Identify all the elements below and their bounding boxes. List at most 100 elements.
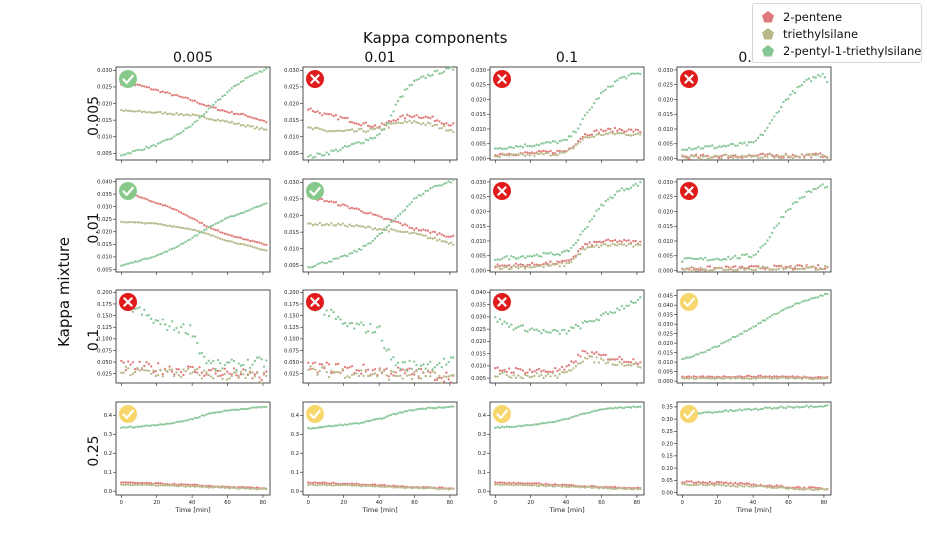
data-point [440, 377, 443, 380]
data-point [369, 226, 372, 229]
data-point [604, 129, 607, 132]
data-point [216, 221, 220, 225]
data-point [757, 250, 760, 253]
data-point [734, 409, 737, 412]
data-point [715, 345, 718, 348]
data-point [253, 117, 256, 120]
data-point [369, 211, 372, 214]
data-point [189, 485, 192, 488]
data-point [551, 329, 554, 332]
x-tick-label: 60 [224, 500, 231, 506]
data-point [260, 378, 263, 381]
data-point [784, 98, 788, 101]
data-point [253, 359, 256, 363]
data-point [438, 127, 441, 130]
data-point [692, 147, 695, 151]
data-point [442, 125, 446, 128]
data-point [325, 130, 328, 133]
data-point [196, 234, 199, 237]
y-tick-label: 0.150 [284, 313, 299, 319]
y-tick-label: 0.030 [471, 180, 486, 186]
data-point [588, 241, 591, 244]
data-point [697, 257, 700, 261]
data-point [350, 251, 354, 255]
data-point [517, 153, 520, 156]
data-point [560, 370, 564, 374]
data-point [189, 483, 192, 487]
data-point [262, 119, 266, 122]
data-point [816, 268, 820, 271]
data-point [161, 204, 164, 207]
data-point [360, 369, 363, 372]
data-point [242, 487, 245, 490]
y-tick-label: 0.100 [97, 337, 112, 343]
data-point [514, 262, 518, 265]
data-point [583, 242, 587, 246]
y-tick-label: 0.1 [478, 470, 486, 476]
data-point [353, 249, 356, 252]
data-point [258, 380, 261, 384]
data-point [563, 328, 566, 332]
data-point [789, 156, 792, 159]
data-point [262, 243, 266, 246]
data-point [255, 372, 259, 375]
data-point [632, 184, 635, 187]
data-point [623, 243, 626, 246]
axes-frame [115, 178, 271, 273]
data-point [348, 422, 351, 425]
data-point [320, 481, 324, 485]
data-point [413, 370, 416, 374]
data-point [173, 135, 176, 138]
data-point [800, 153, 804, 156]
data-point [341, 116, 344, 120]
y-tick-label: 0.025 [471, 195, 486, 201]
data-point [136, 481, 139, 485]
data-point [629, 134, 633, 137]
data-point [611, 407, 614, 410]
data-point [350, 364, 354, 368]
data-point [413, 197, 416, 200]
data-point [688, 267, 691, 270]
data-point [690, 257, 693, 260]
data-point [193, 483, 197, 486]
data-point [819, 294, 822, 297]
data-point [697, 269, 700, 272]
data-point [577, 414, 580, 417]
data-point [505, 322, 508, 325]
data-point [540, 152, 543, 155]
data-point [715, 483, 718, 486]
data-point [577, 353, 580, 356]
data-point [380, 339, 384, 342]
data-point [396, 214, 400, 218]
data-point [780, 215, 783, 219]
data-point [357, 141, 361, 144]
data-point [348, 128, 351, 132]
data-point [170, 368, 174, 371]
data-point [369, 242, 372, 245]
data-point [232, 359, 236, 363]
data-point [237, 83, 240, 86]
data-point [237, 122, 240, 125]
series-2-pentyl-1-triethylsilane [494, 296, 642, 335]
data-point [449, 235, 453, 238]
data-point [258, 356, 261, 359]
data-point [138, 483, 141, 486]
data-point [249, 407, 252, 410]
data-point [445, 371, 448, 374]
data-point [577, 253, 580, 256]
data-point [120, 481, 123, 484]
y-tick-label: 0.3 [478, 432, 486, 438]
data-point [332, 257, 335, 260]
data-point [731, 376, 735, 379]
data-point [346, 375, 349, 378]
data-point [681, 376, 684, 380]
data-point [777, 222, 781, 225]
data-point [309, 427, 312, 430]
data-point [320, 483, 324, 486]
data-point [567, 364, 571, 367]
data-point [558, 373, 561, 376]
data-point [581, 349, 584, 353]
data-point [198, 416, 201, 419]
y-tick-label: 0.010 [97, 135, 112, 141]
data-point [323, 313, 326, 316]
